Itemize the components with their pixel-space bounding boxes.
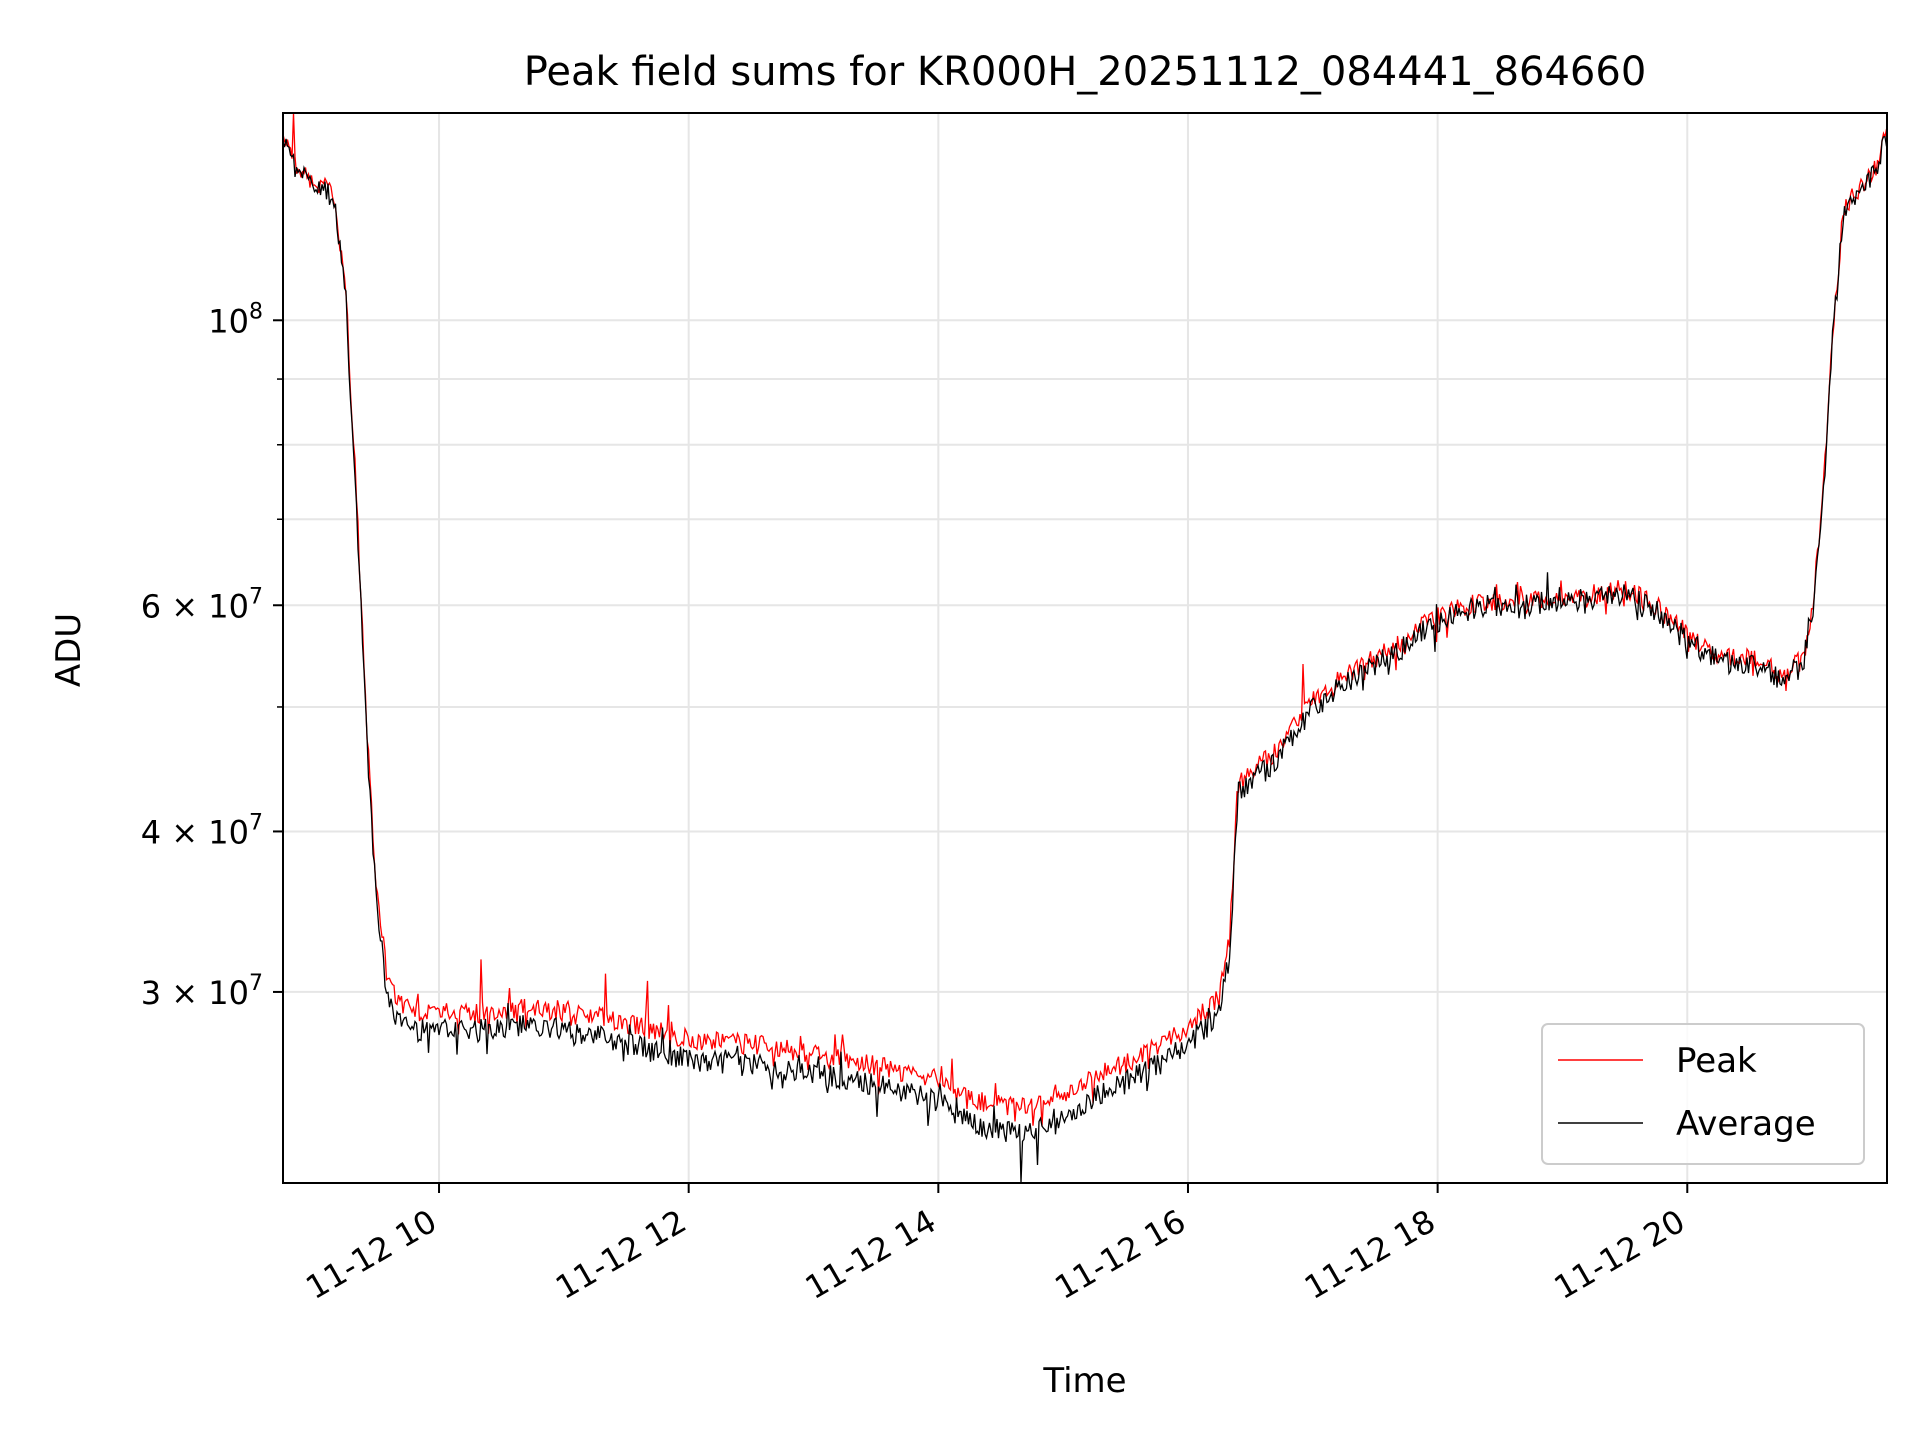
series-line-average <box>282 136 1888 1184</box>
legend-box <box>1541 1023 1865 1165</box>
legend-peak-label: Peak <box>1676 1041 1757 1081</box>
y-tick-label: 4 × 107 <box>141 810 263 851</box>
legend-average-label: Average <box>1676 1104 1816 1144</box>
legend: Peak Average <box>1541 1023 1865 1165</box>
y-tick-label: 108 <box>208 299 263 340</box>
y-axis: 3 × 107 4 × 107 6 × 107 108 <box>141 299 283 1012</box>
plot-lines <box>282 112 1888 1184</box>
series-line-peak <box>282 112 1888 1126</box>
plot-frame <box>282 112 1888 1184</box>
y-tick-label: 3 × 107 <box>141 971 263 1012</box>
y-tick-label: 6 × 107 <box>141 584 263 625</box>
chart-title: Peak field sums for KR000H_20251112_0844… <box>524 49 1647 95</box>
y-axis-label: ADU <box>49 613 89 687</box>
x-axis-label: Time <box>1042 1361 1126 1401</box>
